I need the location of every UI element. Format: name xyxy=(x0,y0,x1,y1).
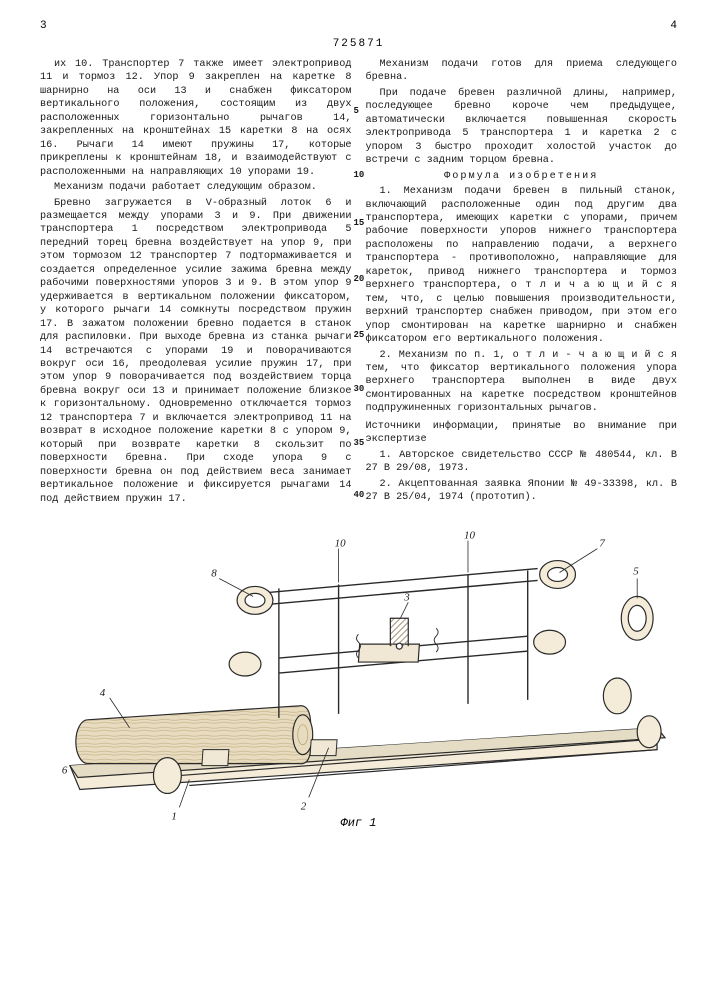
fig-num: 2 xyxy=(301,800,307,812)
fig-num: 8 xyxy=(211,567,217,579)
page-num-right: 4 xyxy=(670,20,677,32)
line-number: 5 xyxy=(354,106,359,118)
left-column: их 10. Транспортер 7 также имеет электро… xyxy=(40,58,352,508)
para: Механизм подачи готов для приема следующ… xyxy=(366,58,678,85)
patent-number: 725871 xyxy=(40,38,677,50)
fig-num: 10 xyxy=(335,538,346,550)
log-shape xyxy=(76,706,313,764)
right-column: 5 10 15 20 25 30 35 40 Механизм подачи г… xyxy=(366,58,678,508)
line-number: 30 xyxy=(354,384,365,396)
fig-num: 7 xyxy=(599,538,605,550)
line-number: 40 xyxy=(354,490,365,502)
fig-num: 6 xyxy=(62,765,68,777)
line-number: 35 xyxy=(354,438,365,450)
page: 3 4 725871 их 10. Транспортер 7 также им… xyxy=(0,0,707,1000)
para: 2. Механизм по п. 1, о т л и - ч а ю щ и… xyxy=(366,349,678,416)
para: 1. Механизм подачи бревен в пильный стан… xyxy=(366,185,678,346)
line-number: 15 xyxy=(354,218,365,230)
sources-title: Источники информации, принятые во вниман… xyxy=(366,420,678,447)
figure-label: Фиг 1 xyxy=(340,816,376,830)
technical-drawing: 8 10 10 7 5 4 1 3 2 6 xyxy=(40,518,677,838)
line-number: 10 xyxy=(354,170,365,182)
fig-num: 3 xyxy=(403,591,410,603)
figure-1: 8 10 10 7 5 4 1 3 2 6 Фиг 1 xyxy=(40,518,677,838)
line-number: 25 xyxy=(354,330,365,342)
line-number: 20 xyxy=(354,274,365,286)
page-header: 3 4 xyxy=(40,20,677,32)
para: их 10. Транспортер 7 также имеет электро… xyxy=(40,58,352,179)
fig-num: 10 xyxy=(464,530,475,542)
source-ref: 1. Авторское свидетельство СССР № 480544… xyxy=(366,449,678,476)
para: При подаче бревен различной длины, напри… xyxy=(366,87,678,168)
formula-title: Формула изобретения xyxy=(366,170,678,183)
source-ref: 2. Акцептованная заявка Японии № 49-3339… xyxy=(366,478,678,505)
para: Бревно загружается в V-образный лоток 6 … xyxy=(40,197,352,506)
para: Механизм подачи работает следующим образ… xyxy=(40,181,352,194)
text-columns: их 10. Транспортер 7 также имеет электро… xyxy=(40,58,677,508)
page-num-left: 3 xyxy=(40,20,47,32)
fig-num: 4 xyxy=(100,687,106,699)
fig-num: 5 xyxy=(633,565,639,577)
fig-num: 1 xyxy=(171,810,176,822)
